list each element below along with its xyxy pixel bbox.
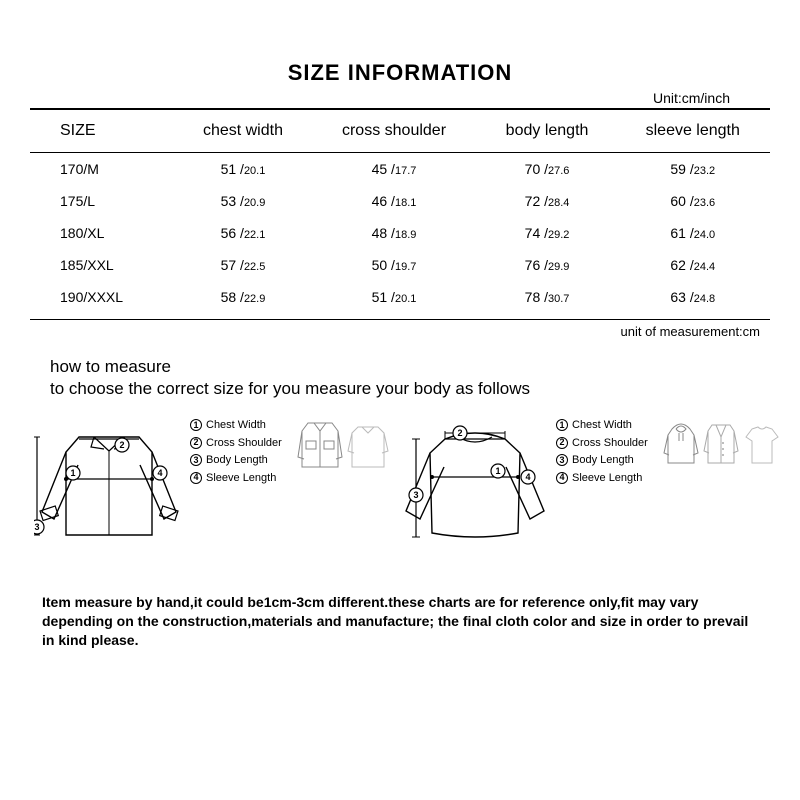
table-cell: 76 /29.9 bbox=[479, 249, 616, 281]
svg-text:1: 1 bbox=[70, 468, 75, 478]
table-row: 190/XXXL58 /22.951 /20.178 /30.763 /24.8 bbox=[30, 281, 770, 313]
legend-num-icon: 1 bbox=[556, 419, 568, 431]
small-garments-left bbox=[296, 417, 390, 473]
table-cell: 51 /20.1 bbox=[309, 281, 478, 313]
diagram-left: 1 2 3 4 1 Chest Width 2 Cross Shoulder 3 Body… bbox=[34, 417, 390, 547]
table-cell: 74 /29.2 bbox=[479, 217, 616, 249]
unit-measure-label: unit of measurement:cm bbox=[30, 319, 770, 339]
table-cell: 53 /20.9 bbox=[177, 185, 310, 217]
col-chest: chest width bbox=[177, 110, 310, 153]
svg-text:4: 4 bbox=[525, 472, 530, 482]
legend-item: 2 Cross Shoulder bbox=[556, 435, 656, 452]
svg-text:4: 4 bbox=[157, 468, 162, 478]
legend-label: Body Length bbox=[572, 452, 634, 469]
svg-text:2: 2 bbox=[119, 440, 124, 450]
cardigan-icon bbox=[702, 417, 740, 469]
table-cell: 63 /24.8 bbox=[616, 281, 770, 313]
small-garments-right bbox=[662, 417, 782, 469]
howto-line2: to choose the correct size for you measu… bbox=[50, 379, 770, 399]
table-cell: 57 /22.5 bbox=[177, 249, 310, 281]
svg-text:3: 3 bbox=[34, 522, 39, 532]
jacket-icon bbox=[296, 417, 344, 473]
table-cell: 56 /22.1 bbox=[177, 217, 310, 249]
legend-num-icon: 2 bbox=[190, 437, 202, 449]
legend-item: 2 Cross Shoulder bbox=[190, 435, 290, 452]
table-row: 180/XL56 /22.148 /18.974 /29.261 /24.0 bbox=[30, 217, 770, 249]
table-cell: 78 /30.7 bbox=[479, 281, 616, 313]
table-cell: 58 /22.9 bbox=[177, 281, 310, 313]
table-cell: 72 /28.4 bbox=[479, 185, 616, 217]
legend-label: Body Length bbox=[206, 452, 268, 469]
legend-label: Chest Width bbox=[206, 417, 266, 434]
table-row: 185/XXL57 /22.550 /19.776 /29.962 /24.4 bbox=[30, 249, 770, 281]
table-row: 170/M51 /20.145 /17.770 /27.659 /23.2 bbox=[30, 153, 770, 186]
table-header-row: SIZE chest width cross shoulder body len… bbox=[30, 110, 770, 153]
table-cell: 70 /27.6 bbox=[479, 153, 616, 186]
svg-text:2: 2 bbox=[457, 428, 462, 438]
howto-section: how to measure to choose the correct siz… bbox=[30, 357, 770, 399]
legend-item: 4 Sleeve Length bbox=[556, 470, 656, 487]
svg-text:3: 3 bbox=[413, 490, 418, 500]
table-cell: 50 /19.7 bbox=[309, 249, 478, 281]
legend-left: 1Chest Width2Cross Shoulder3Body Length4… bbox=[190, 417, 290, 487]
table-cell: 46 /18.1 bbox=[309, 185, 478, 217]
page-title: SIZE INFORMATION bbox=[30, 60, 770, 86]
shirt-collared-icon: 1 2 3 4 bbox=[34, 417, 184, 547]
legend-right: 1Chest Width2Cross Shoulder3Body Length4… bbox=[556, 417, 656, 487]
table-cell: 62 /24.4 bbox=[616, 249, 770, 281]
legend-num-icon: 1 bbox=[190, 419, 202, 431]
size-cell: 185/XXL bbox=[30, 249, 177, 281]
legend-label: Chest Width bbox=[572, 417, 632, 434]
howto-line1: how to measure bbox=[50, 357, 770, 377]
table-cell: 60 /23.6 bbox=[616, 185, 770, 217]
table-row: 175/L53 /20.946 /18.172 /28.460 /23.6 bbox=[30, 185, 770, 217]
legend-item: 1 Chest Width bbox=[556, 417, 656, 434]
table-cell: 61 /24.0 bbox=[616, 217, 770, 249]
col-size: SIZE bbox=[30, 110, 177, 153]
diagram-row: 1 2 3 4 1 Chest Width 2 Cross Shoulder 3 Body… bbox=[30, 417, 770, 547]
sweater-icon: 1 2 3 4 bbox=[400, 417, 550, 547]
legend-label: Sleeve Length bbox=[206, 470, 276, 487]
legend-item: 3 Body Length bbox=[556, 452, 656, 469]
col-sleeve: sleeve length bbox=[616, 110, 770, 153]
legend-num-icon: 3 bbox=[556, 454, 568, 466]
footnote: Item measure by hand,it could be1cm-3cm … bbox=[30, 593, 770, 650]
size-cell: 175/L bbox=[30, 185, 177, 217]
col-shoulder: cross shoulder bbox=[309, 110, 478, 153]
legend-num-icon: 4 bbox=[190, 472, 202, 484]
size-table: SIZE chest width cross shoulder body len… bbox=[30, 110, 770, 313]
hoodie-icon bbox=[662, 417, 700, 469]
unit-top-label: Unit:cm/inch bbox=[30, 90, 770, 110]
legend-label: Sleeve Length bbox=[572, 470, 642, 487]
tshirt-icon bbox=[742, 421, 782, 469]
svg-text:1: 1 bbox=[495, 466, 500, 476]
legend-label: Cross Shoulder bbox=[206, 435, 282, 452]
table-cell: 45 /17.7 bbox=[309, 153, 478, 186]
table-cell: 48 /18.9 bbox=[309, 217, 478, 249]
table-cell: 51 /20.1 bbox=[177, 153, 310, 186]
legend-item: 4 Sleeve Length bbox=[190, 470, 290, 487]
legend-item: 1 Chest Width bbox=[190, 417, 290, 434]
legend-num-icon: 4 bbox=[556, 472, 568, 484]
legend-num-icon: 2 bbox=[556, 437, 568, 449]
table-cell: 59 /23.2 bbox=[616, 153, 770, 186]
size-cell: 190/XXXL bbox=[30, 281, 177, 313]
legend-label: Cross Shoulder bbox=[572, 435, 648, 452]
legend-item: 3 Body Length bbox=[190, 452, 290, 469]
col-body: body length bbox=[479, 110, 616, 153]
diagram-right: 1 2 3 4 1 Chest Width 2 Cross Shoulder 3 Body… bbox=[400, 417, 782, 547]
size-cell: 170/M bbox=[30, 153, 177, 186]
shirt-small-icon bbox=[346, 421, 390, 473]
size-cell: 180/XL bbox=[30, 217, 177, 249]
legend-num-icon: 3 bbox=[190, 454, 202, 466]
